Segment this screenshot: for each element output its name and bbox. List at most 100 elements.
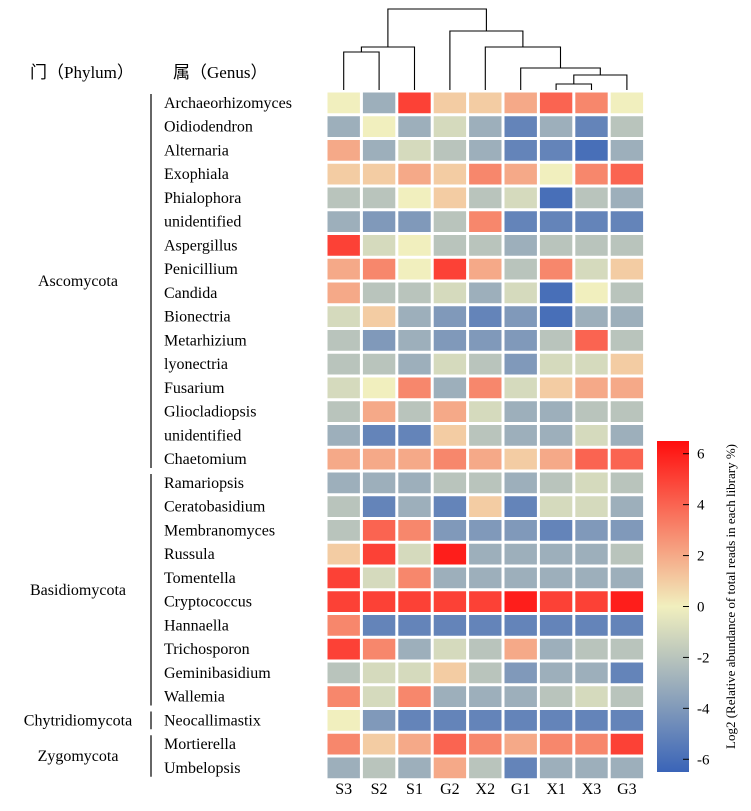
heatmap-cell	[362, 543, 396, 565]
colorbar-tick-label: 2	[697, 549, 705, 565]
colorbar-tick-label: -2	[697, 650, 710, 666]
heatmap-cell	[575, 92, 608, 114]
heatmap-cell	[469, 353, 502, 375]
heatmap-cell	[398, 353, 431, 375]
phylum-label: Chytridiomycota	[24, 712, 132, 729]
genus-label: Geminibasidium	[164, 665, 271, 682]
heatmap-cell	[398, 710, 431, 731]
heatmap-cell	[362, 496, 396, 517]
heatmap-cell	[539, 567, 573, 589]
heatmap-cell	[539, 211, 573, 232]
heatmap-cell	[575, 116, 608, 137]
genus-label: Hannaella	[164, 617, 229, 634]
heatmap-cell	[327, 710, 360, 731]
heatmap-cell	[575, 187, 608, 209]
heatmap-cell	[398, 662, 431, 684]
heatmap-cell	[433, 638, 467, 660]
heatmap-cell	[504, 733, 537, 755]
heatmap-cell	[504, 567, 537, 589]
heatmap-cell	[327, 425, 360, 446]
heatmap-cell	[469, 377, 502, 399]
heatmap-cell	[362, 306, 396, 327]
genus-label: Chaetomium	[164, 451, 247, 468]
heatmap-cell	[539, 330, 573, 351]
heatmap-cell	[469, 448, 502, 470]
heatmap-cell	[504, 638, 537, 660]
heatmap-cell	[327, 615, 360, 636]
heatmap-cell	[398, 425, 431, 446]
heatmap-cell	[398, 401, 431, 422]
column-label: X2	[476, 781, 496, 798]
heatmap-cell	[610, 116, 644, 137]
heatmap-cell	[433, 710, 467, 731]
heatmap-cell	[398, 306, 431, 327]
heatmap-cell	[433, 235, 467, 256]
heatmap-cell	[398, 543, 431, 565]
heatmap-cell	[610, 615, 644, 636]
heatmap-cell	[539, 425, 573, 446]
heatmap-cell	[362, 163, 396, 185]
heatmap-cell	[575, 425, 608, 446]
heatmap-cell	[362, 353, 396, 375]
heatmap-cell	[504, 662, 537, 684]
heatmap-cell	[327, 472, 360, 494]
heatmap-cell	[610, 211, 644, 232]
heatmap-cell	[539, 282, 573, 304]
heatmap-cell	[469, 638, 502, 660]
heatmap-cell	[575, 520, 608, 541]
heatmap-cell	[539, 353, 573, 375]
dendrogram-branch	[387, 8, 487, 47]
heatmap-cell	[362, 662, 396, 684]
heatmap-cell	[610, 448, 644, 470]
heatmap-cell	[327, 591, 360, 612]
heatmap-cell	[469, 520, 502, 541]
genus-label: Exophiala	[164, 166, 229, 183]
heatmap-cell	[362, 282, 396, 304]
genus-label: Candida	[164, 285, 217, 302]
heatmap-cell	[610, 686, 644, 707]
heatmap-cell	[469, 472, 502, 494]
heatmap-cell	[504, 116, 537, 137]
heatmap-cell	[610, 377, 644, 399]
heatmap-cell	[610, 306, 644, 327]
heatmap-cell	[398, 187, 431, 209]
heatmap-cell	[575, 615, 608, 636]
heatmap-cell	[398, 686, 431, 707]
heatmap-cell	[327, 92, 360, 114]
genus-label: Aspergillus	[164, 237, 237, 254]
heatmap-cell	[362, 733, 396, 755]
heatmap-cell	[504, 163, 537, 185]
heatmap-cell	[539, 306, 573, 327]
heatmap-cell	[539, 140, 573, 161]
heatmap-cell	[362, 330, 396, 351]
heatmap-cell	[575, 448, 608, 470]
heatmap-cell	[398, 140, 431, 161]
heatmap-cell	[398, 116, 431, 137]
heatmap-cell	[469, 496, 502, 517]
heatmap-cell	[327, 187, 360, 209]
heatmap-cell	[610, 425, 644, 446]
heatmap-cell	[433, 211, 467, 232]
heatmap-cell	[362, 638, 396, 660]
dendrogram-branch	[555, 83, 593, 90]
heatmap-cell	[575, 330, 608, 351]
heatmap-cell	[610, 353, 644, 375]
heatmap-cell	[327, 567, 360, 589]
heatmap-cell	[433, 306, 467, 327]
heatmap-cell	[327, 377, 360, 399]
heatmap-cell	[504, 710, 537, 731]
phylum-label: Zygomycota	[38, 748, 119, 765]
heatmap-cell	[433, 401, 467, 422]
heatmap-cell	[433, 140, 467, 161]
heatmap-cell	[504, 92, 537, 114]
heatmap-cell	[504, 496, 537, 517]
heatmap-cell	[327, 638, 360, 660]
heatmap-cell	[327, 163, 360, 185]
heatmap-cell	[539, 258, 573, 280]
heatmap-cell	[610, 757, 644, 779]
heatmap-cell	[610, 472, 644, 494]
genus-label: Alternaria	[164, 142, 229, 159]
heatmap-cell	[433, 543, 467, 565]
heatmap-cell	[575, 543, 608, 565]
heatmap-cell	[575, 567, 608, 589]
